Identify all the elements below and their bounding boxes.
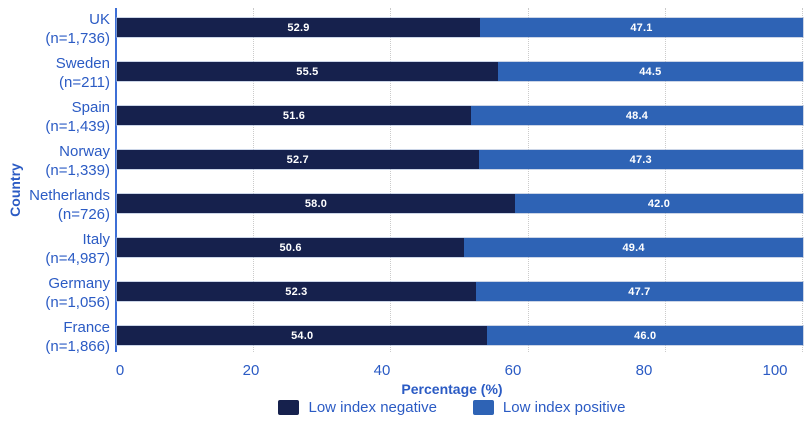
bar-segment-positive: 47.3	[478, 150, 803, 169]
bar-value-label: 47.1	[630, 21, 653, 34]
category-name: Germany	[48, 274, 110, 292]
bar-row-spain: 51.6 48.4	[117, 106, 803, 125]
bar-segment-negative: 54.0	[117, 326, 488, 345]
category-n-count: (n=1,736)	[45, 29, 110, 47]
bar-segment-negative: 50.6	[117, 238, 465, 257]
category-name: Netherlands	[29, 186, 110, 204]
x-tick-label-40: 40	[373, 362, 391, 379]
gridline-100	[802, 8, 803, 352]
bar-segment-negative: 58.0	[117, 194, 515, 213]
category-label-italy: Italy (n=4,987)	[0, 230, 110, 268]
y-axis-line	[115, 8, 117, 352]
bar-value-label: 51.6	[282, 109, 306, 122]
bar-segment-positive: 49.4	[464, 238, 803, 257]
bar-value-label: 44.5	[639, 65, 662, 78]
bar-segment-negative: 51.6	[117, 106, 471, 125]
bar-segment-negative: 52.9	[117, 18, 480, 37]
category-label-spain: Spain (n=1,439)	[0, 98, 110, 136]
bar-value-label: 52.3	[285, 285, 308, 298]
bar-row-germany: 52.3 47.7	[117, 282, 803, 301]
legend: Low index negative Low index positive	[98, 399, 806, 416]
bar-segment-negative: 52.3	[117, 282, 476, 301]
bar-row-france: 54.0 46.0	[117, 326, 803, 345]
bar-segment-negative: 55.5	[117, 62, 498, 81]
bar-value-label: 54.0	[291, 329, 314, 342]
x-axis-title: Percentage (%)	[401, 381, 503, 397]
category-name: France	[63, 318, 110, 336]
bar-value-label: 58.0	[304, 197, 328, 210]
category-name: Spain	[71, 98, 110, 116]
legend-swatch	[278, 400, 300, 415]
category-name: UK	[89, 10, 110, 28]
bar-row-sweden: 55.5 44.5	[117, 62, 803, 81]
bar-row-italy: 50.6 49.4	[117, 238, 803, 257]
x-tick-label-0: 0	[115, 362, 125, 379]
x-tick-label-60: 60	[504, 362, 522, 379]
category-n-count: (n=1,439)	[45, 117, 110, 135]
legend-item: Low index positive	[472, 399, 626, 416]
category-n-count: (n=1,056)	[45, 293, 110, 311]
bar-value-label: 52.7	[286, 153, 309, 166]
bar-row-uk: 52.9 47.1	[117, 18, 803, 37]
category-name: Norway	[59, 142, 110, 160]
category-label-norway: Norway (n=1,339)	[0, 142, 110, 180]
bar-value-label: 42.0	[647, 197, 671, 210]
category-label-france: France (n=1,866)	[0, 318, 110, 356]
bar-value-label: 47.3	[629, 153, 652, 166]
bar-segment-positive: 42.0	[514, 194, 803, 213]
bar-row-netherlands: 58.0 42.0	[117, 194, 803, 213]
bar-value-label: 50.6	[279, 241, 302, 254]
bar-value-label: 46.0	[634, 329, 657, 342]
bar-value-label: 47.7	[628, 285, 651, 298]
legend-swatch	[472, 400, 494, 415]
gridline-60	[527, 8, 529, 352]
bar-row-norway: 52.7 47.3	[117, 150, 803, 169]
legend-label: Low index positive	[502, 399, 626, 416]
category-n-count: (n=726)	[57, 205, 110, 223]
bar-value-label: 48.4	[625, 109, 649, 122]
x-tick-label-100: 100	[762, 362, 788, 379]
category-label-netherlands: Netherlands (n=726)	[0, 186, 110, 224]
category-n-count: (n=211)	[58, 73, 110, 91]
bar-segment-positive: 47.1	[479, 18, 803, 37]
bar-value-label: 55.5	[296, 65, 319, 78]
legend-label: Low index negative	[308, 399, 437, 416]
category-name: Sweden	[55, 54, 110, 72]
category-name: Italy	[82, 230, 110, 248]
bar-segment-positive: 44.5	[497, 62, 803, 81]
bar-value-label: 49.4	[622, 241, 645, 254]
gridline-20	[253, 8, 255, 352]
bar-segment-positive: 46.0	[487, 326, 803, 345]
category-label-sweden: Sweden (n=211)	[0, 54, 110, 92]
x-tick-label-20: 20	[242, 362, 260, 379]
bar-segment-positive: 47.7	[475, 282, 803, 301]
legend-item: Low index negative	[278, 399, 437, 416]
category-label-germany: Germany (n=1,056)	[0, 274, 110, 312]
x-tick-label-80: 80	[635, 362, 653, 379]
category-n-count: (n=1,866)	[45, 337, 110, 355]
bar-value-label: 52.9	[287, 21, 310, 34]
gridline-40	[390, 8, 392, 352]
category-n-count: (n=1,339)	[45, 161, 110, 179]
gridline-80	[664, 8, 666, 352]
category-n-count: (n=4,987)	[45, 249, 110, 267]
category-label-uk: UK (n=1,736)	[0, 10, 110, 48]
bar-segment-negative: 52.7	[117, 150, 479, 169]
bar-segment-positive: 48.4	[470, 106, 803, 125]
